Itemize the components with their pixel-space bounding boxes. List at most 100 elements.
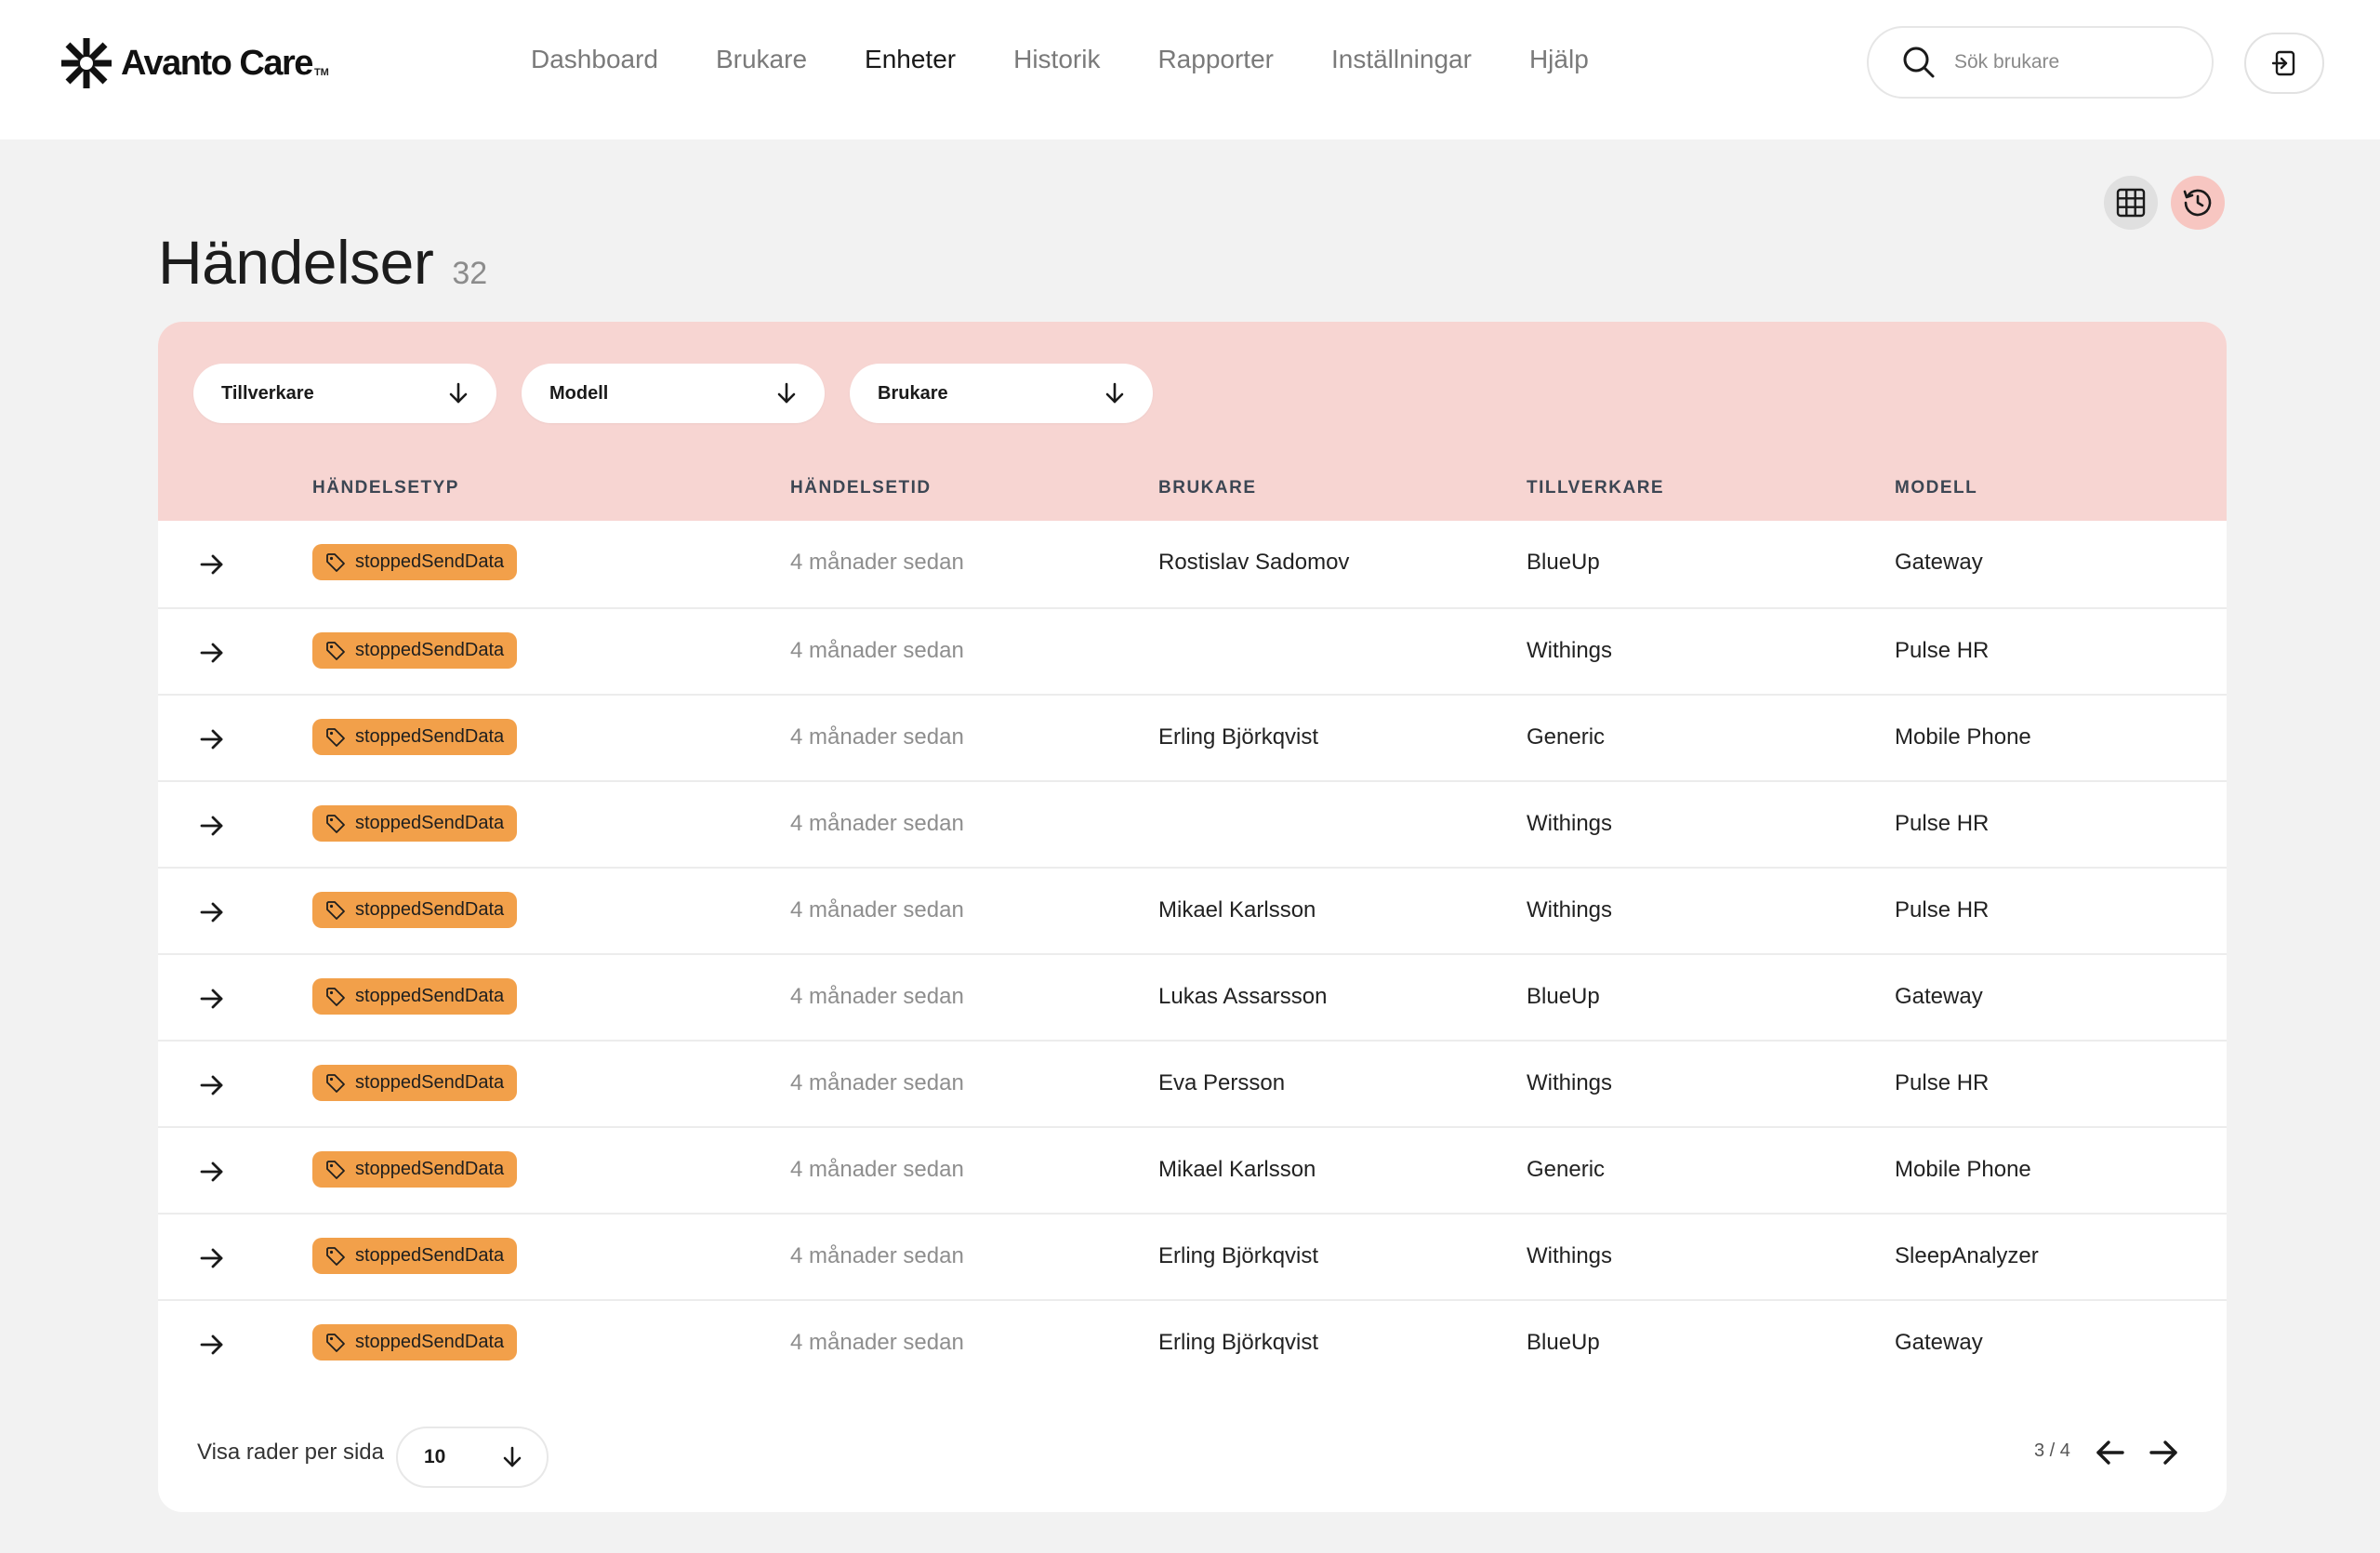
logout-button[interactable] xyxy=(2244,33,2324,94)
event-type-badge: stoppedSendData xyxy=(312,1065,518,1101)
manufacturer: Withings xyxy=(1527,638,1613,663)
event-time: 4 månader sedan xyxy=(790,724,964,750)
event-time: 4 månader sedan xyxy=(790,811,964,836)
next-page-button[interactable] xyxy=(2148,1437,2179,1468)
column-header-event-type[interactable]: HÄNDELSETYP xyxy=(312,478,459,498)
nav-historik[interactable]: Historik xyxy=(1013,45,1101,73)
nav-installningar[interactable]: Inställningar xyxy=(1330,45,1472,73)
tag-icon xyxy=(326,814,345,833)
tag-icon xyxy=(326,1160,345,1179)
tag-icon xyxy=(326,641,345,660)
model: Gateway xyxy=(1895,550,1983,575)
history-icon xyxy=(2183,189,2212,217)
tag-icon xyxy=(326,900,345,920)
table-row[interactable]: stoppedSendData 4 månader sedan Mikael K… xyxy=(158,1126,2227,1213)
table-row[interactable]: stoppedSendData 4 månader sedan Withings… xyxy=(158,780,2227,867)
event-count: 32 xyxy=(452,256,488,291)
brand-name: Avanto Care xyxy=(121,43,313,83)
event-type: stoppedSendData xyxy=(355,813,505,833)
event-type: stoppedSendData xyxy=(355,986,505,1006)
manufacturer: BlueUp xyxy=(1527,984,1600,1009)
arrow-down-icon xyxy=(777,382,796,404)
user-name[interactable]: Eva Persson xyxy=(1158,1070,1286,1095)
event-type-badge: stoppedSendData xyxy=(312,632,518,669)
user-name[interactable]: Erling Björkqvist xyxy=(1158,724,1319,750)
main-nav: Dashboard Brukare Enheter Historik Rappo… xyxy=(531,45,1646,74)
table-row[interactable]: stoppedSendData 4 månader sedan Erling B… xyxy=(158,1299,2227,1386)
user-name[interactable]: Erling Björkqvist xyxy=(1158,1330,1319,1355)
tag-icon xyxy=(326,1246,345,1266)
column-header-user[interactable]: BRUKARE xyxy=(1158,478,1257,498)
nav-enheter[interactable]: Enheter xyxy=(865,45,957,73)
table-row[interactable]: stoppedSendData 4 månader sedan Mikael K… xyxy=(158,867,2227,953)
event-type-badge: stoppedSendData xyxy=(312,892,518,928)
model: Pulse HR xyxy=(1895,1070,1990,1095)
nav-dashboard[interactable]: Dashboard xyxy=(531,45,658,73)
table-row[interactable]: stoppedSendData 4 månader sedan Erling B… xyxy=(158,1213,2227,1299)
tag-icon xyxy=(326,552,345,572)
table-row[interactable]: stoppedSendData 4 månader sedan Rostisla… xyxy=(158,521,2227,607)
event-type-badge: stoppedSendData xyxy=(312,1151,518,1188)
nav-brukare[interactable]: Brukare xyxy=(715,45,808,73)
column-header-manufacturer[interactable]: TILLVERKARE xyxy=(1527,478,1665,498)
event-time: 4 månader sedan xyxy=(790,1330,964,1355)
table-row[interactable]: stoppedSendData 4 månader sedan Lukas As… xyxy=(158,953,2227,1040)
arrow-down-icon xyxy=(449,382,468,404)
arrow-right-icon[interactable] xyxy=(199,1072,225,1098)
nav-hjalp[interactable]: Hjälp xyxy=(1528,45,1589,73)
arrow-right-icon[interactable] xyxy=(199,1332,225,1358)
user-name[interactable]: Lukas Assarsson xyxy=(1158,984,1328,1009)
event-type: stoppedSendData xyxy=(355,640,505,660)
arrow-right-icon[interactable] xyxy=(199,986,225,1012)
arrow-right-icon[interactable] xyxy=(199,640,225,666)
manufacturer: BlueUp xyxy=(1527,550,1600,575)
filter-user[interactable]: Brukare xyxy=(850,364,1153,423)
event-type: stoppedSendData xyxy=(355,1332,505,1352)
user-name[interactable]: Erling Björkqvist xyxy=(1158,1243,1319,1268)
arrow-right-icon[interactable] xyxy=(199,1245,225,1271)
table-row[interactable]: stoppedSendData 4 månader sedan Withings… xyxy=(158,607,2227,694)
rows-per-page-select[interactable]: 10 xyxy=(396,1427,549,1488)
manufacturer: BlueUp xyxy=(1527,1330,1600,1355)
event-time: 4 månader sedan xyxy=(790,1243,964,1268)
search-icon xyxy=(1903,46,1935,78)
nav-rapporter[interactable]: Rapporter xyxy=(1157,45,1274,73)
tag-icon xyxy=(326,1333,345,1352)
rows-per-page-value: 10 xyxy=(424,1446,446,1467)
manufacturer: Withings xyxy=(1527,1243,1613,1268)
filter-label: Tillverkare xyxy=(221,382,314,404)
filter-model[interactable]: Modell xyxy=(522,364,825,423)
asterisk-logo-icon xyxy=(61,38,112,88)
event-type: stoppedSendData xyxy=(355,899,505,920)
event-time: 4 månader sedan xyxy=(790,897,964,923)
user-name[interactable]: Rostislav Sadomov xyxy=(1158,550,1350,575)
column-header-event-time[interactable]: HÄNDELSETID xyxy=(790,478,932,498)
rows-per-page-label: Visa rader per sida xyxy=(197,1440,384,1465)
model: Pulse HR xyxy=(1895,811,1990,836)
table-row[interactable]: stoppedSendData 4 månader sedan Erling B… xyxy=(158,694,2227,780)
table-row[interactable]: stoppedSendData 4 månader sedan Eva Pers… xyxy=(158,1040,2227,1126)
arrow-right-icon[interactable] xyxy=(199,813,225,839)
filter-manufacturer[interactable]: Tillverkare xyxy=(193,364,496,423)
tag-icon xyxy=(326,727,345,747)
event-type: stoppedSendData xyxy=(355,1245,505,1266)
history-view-button[interactable] xyxy=(2171,176,2225,230)
arrow-right-icon[interactable] xyxy=(199,551,225,577)
arrow-right-icon[interactable] xyxy=(199,899,225,925)
tag-icon xyxy=(326,1073,345,1093)
grid-view-button[interactable] xyxy=(2104,176,2158,230)
arrow-right-icon[interactable] xyxy=(199,726,225,752)
previous-page-button[interactable] xyxy=(2095,1437,2126,1468)
user-name[interactable]: Mikael Karlsson xyxy=(1158,897,1316,923)
column-header-model[interactable]: MODELL xyxy=(1895,478,1978,498)
model: Mobile Phone xyxy=(1895,724,2031,750)
user-name[interactable]: Mikael Karlsson xyxy=(1158,1157,1316,1182)
manufacturer: Withings xyxy=(1527,1070,1613,1095)
search-box[interactable] xyxy=(1867,26,2214,99)
event-type: stoppedSendData xyxy=(355,551,505,572)
brand-logo[interactable]: Avanto Care TM xyxy=(60,37,329,89)
search-input[interactable] xyxy=(1954,51,2196,73)
event-type-badge: stoppedSendData xyxy=(312,1324,518,1361)
arrow-right-icon[interactable] xyxy=(199,1159,225,1185)
model: Mobile Phone xyxy=(1895,1157,2031,1182)
